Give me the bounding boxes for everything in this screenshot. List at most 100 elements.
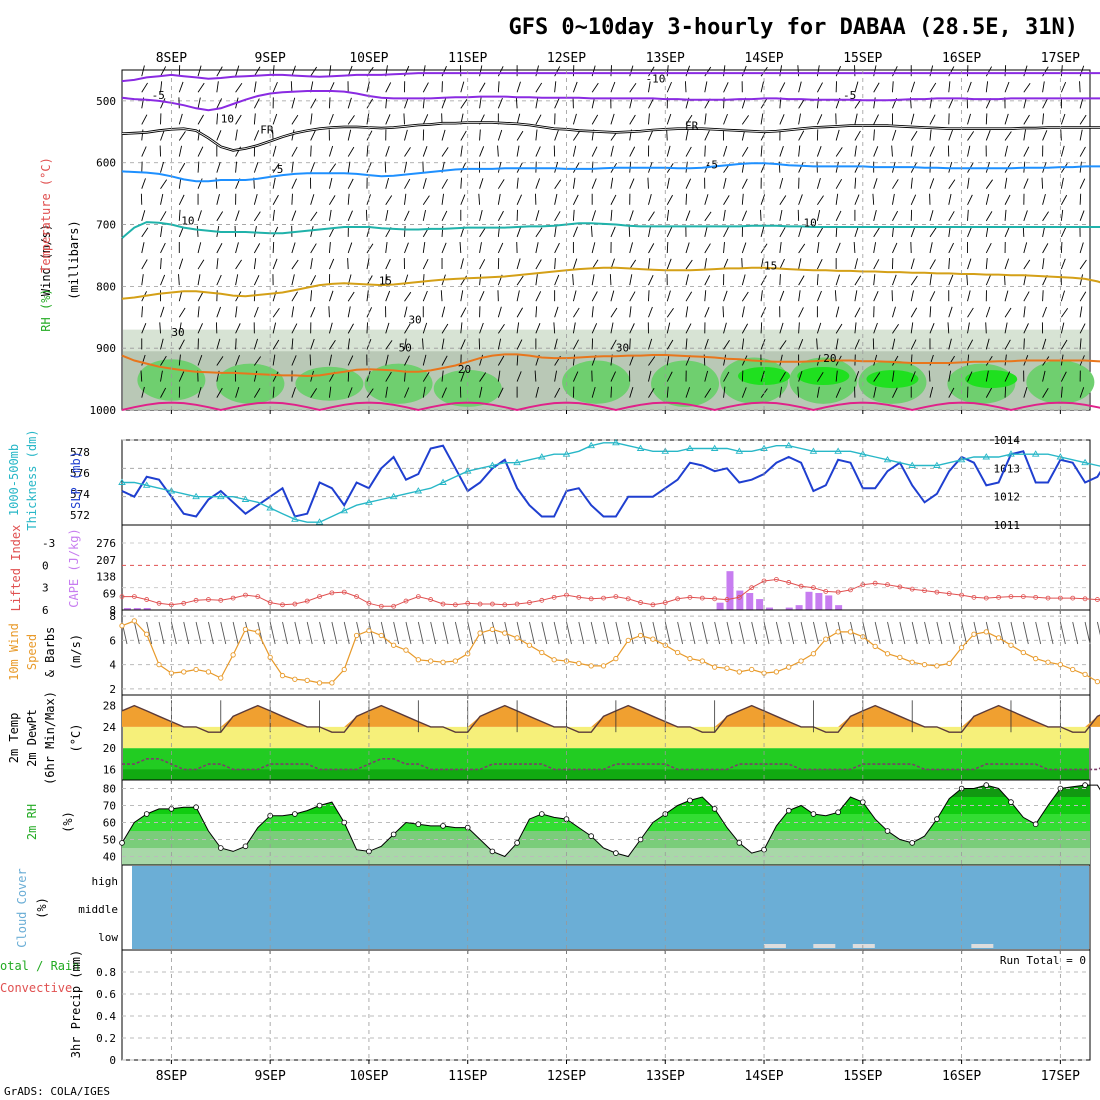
panel-axis-title: (°C) [69, 724, 83, 753]
wind-barb [253, 258, 257, 270]
wind-barb [441, 387, 447, 398]
wind-barb [328, 145, 334, 157]
cape-bar [736, 590, 744, 610]
lifted-index-tick-label: 3 [42, 582, 49, 595]
wind-barb [760, 322, 763, 334]
wind-barb [310, 258, 313, 270]
wind-barb [497, 179, 505, 189]
isotherm-line [121, 90, 1100, 112]
wind-barb [141, 242, 145, 254]
wind-barb [648, 387, 655, 398]
panel-frame [121, 949, 1091, 1061]
surface-wind-barb [331, 621, 338, 645]
wind-barb [1004, 354, 1007, 366]
rh-marker [390, 831, 397, 838]
wind-speed-marker [946, 660, 952, 667]
wind-barb [572, 113, 577, 125]
wind-barb [160, 193, 164, 205]
wind-barb [985, 387, 993, 398]
lifted-index-tick-label: 0 [42, 559, 49, 572]
wind-speed-marker [835, 629, 841, 635]
wind-barb [479, 372, 487, 382]
wind-barb [985, 113, 988, 125]
wind-barb [272, 241, 275, 254]
pressure-tick-label: 600 [96, 157, 116, 170]
wind-barb [1042, 243, 1049, 254]
lifted-index-marker [317, 594, 322, 599]
wind-speed-marker [1082, 671, 1088, 678]
lifted-index-marker [971, 594, 977, 600]
wind-barb [835, 323, 843, 334]
wind-barb [1079, 129, 1083, 141]
cape-bar [785, 607, 793, 610]
wind-barb [291, 387, 296, 398]
thickness-line [122, 442, 1100, 523]
wind-barb [516, 290, 520, 302]
wind-barb [929, 82, 937, 93]
wind-barb [816, 322, 822, 334]
wind-barb [910, 81, 916, 93]
wind-barb [497, 306, 502, 318]
wind-barb [141, 274, 144, 286]
wind-barb [741, 178, 748, 189]
wind-barb [366, 145, 369, 157]
wind-barb [460, 177, 463, 189]
wind-barb [798, 370, 803, 382]
wind-barb [704, 258, 707, 270]
surface-wind-barb [368, 621, 375, 645]
wind-barb [516, 226, 522, 238]
wind-barb [798, 258, 802, 270]
wind-barb [854, 275, 862, 286]
wind-barb [760, 113, 764, 125]
thickness-marker [389, 492, 398, 500]
rh-tick-label: 80 [103, 783, 116, 796]
thickness-marker [784, 441, 793, 449]
wind-speed-marker [884, 651, 891, 657]
wind-barb [666, 194, 673, 205]
wind-barb [685, 274, 689, 286]
wind-barb [516, 258, 521, 270]
wind-barb [291, 178, 297, 189]
wind-barb [610, 65, 612, 77]
surface-wind-barb [207, 621, 214, 645]
wind-barb [235, 323, 241, 334]
wind-barb [1004, 194, 1011, 205]
wind-barb [591, 82, 599, 93]
wind-barb [929, 65, 934, 77]
wind-barb [835, 147, 843, 157]
surface-wind-barb [973, 621, 980, 645]
wind-speed-marker [292, 676, 298, 682]
wind-barb [873, 65, 877, 77]
temp-tick-label: 20 [103, 742, 116, 755]
wind-barb [928, 370, 931, 382]
panel-axis-title: 3hr Precip (mm) [69, 950, 83, 1058]
wind-barb [985, 193, 990, 205]
thickness-marker [883, 455, 892, 463]
rh-marker [637, 836, 644, 843]
wind-barb [629, 291, 636, 302]
wind-barb [347, 146, 355, 157]
wind-barb [141, 178, 146, 189]
pressure-tick-label: 500 [96, 95, 116, 108]
wind-barb [629, 210, 634, 221]
panel-axis-title: (m/s) [69, 634, 83, 670]
panel-axis-title: 10m Wind [7, 623, 21, 681]
wind-barb [1023, 306, 1026, 318]
wind-barb [816, 227, 824, 238]
wind-speed-marker [316, 680, 323, 686]
wind-barb [741, 258, 743, 270]
wind-barb [817, 195, 824, 206]
wind-barb [178, 209, 181, 221]
wind-barb [1023, 386, 1028, 398]
surface-wind-barb [170, 621, 177, 645]
wind-barb [873, 146, 879, 157]
wind-barb [141, 354, 146, 366]
wind-barb [404, 306, 408, 318]
cape-tick-label: 8 [109, 604, 116, 617]
top-date-label: 11SEP [448, 51, 487, 66]
wind-barb [385, 195, 393, 206]
wind-barb [1042, 81, 1045, 93]
wind-barb [272, 386, 275, 398]
wind-barb [1060, 258, 1066, 270]
wind-barb [892, 193, 895, 205]
